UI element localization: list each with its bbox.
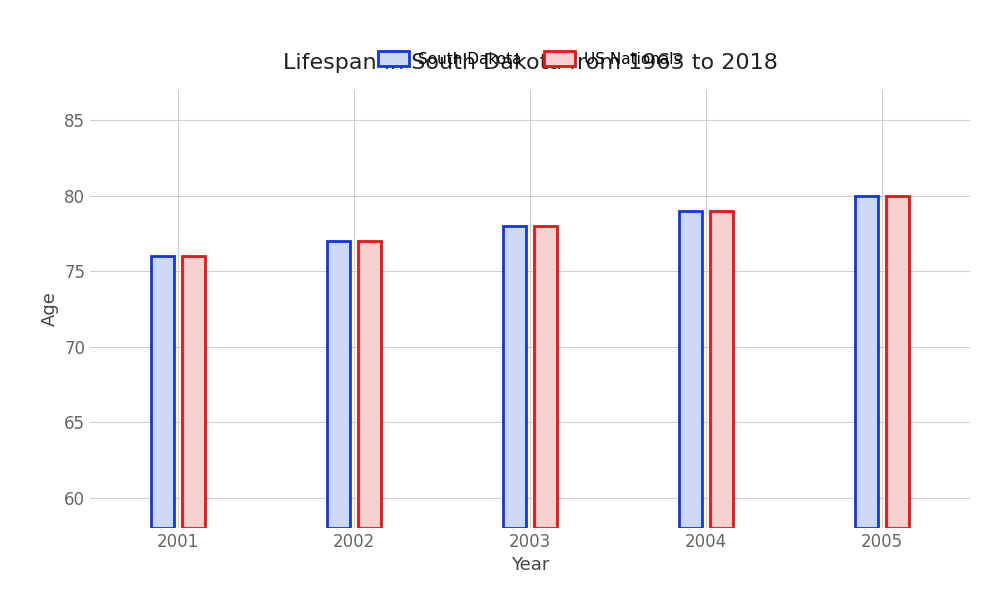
- Title: Lifespan in South Dakota from 1963 to 2018: Lifespan in South Dakota from 1963 to 20…: [283, 53, 777, 73]
- Bar: [534, 226, 557, 528]
- Bar: [886, 196, 909, 528]
- Bar: [855, 196, 878, 528]
- Bar: [327, 241, 350, 528]
- X-axis label: Year: Year: [511, 556, 549, 574]
- Legend: South Dakota, US Nationals: South Dakota, US Nationals: [372, 45, 688, 73]
- Bar: [503, 226, 526, 528]
- Y-axis label: Age: Age: [41, 292, 59, 326]
- Bar: [182, 256, 205, 528]
- Bar: [679, 211, 702, 528]
- Bar: [151, 256, 174, 528]
- Bar: [358, 241, 381, 528]
- Bar: [710, 211, 733, 528]
